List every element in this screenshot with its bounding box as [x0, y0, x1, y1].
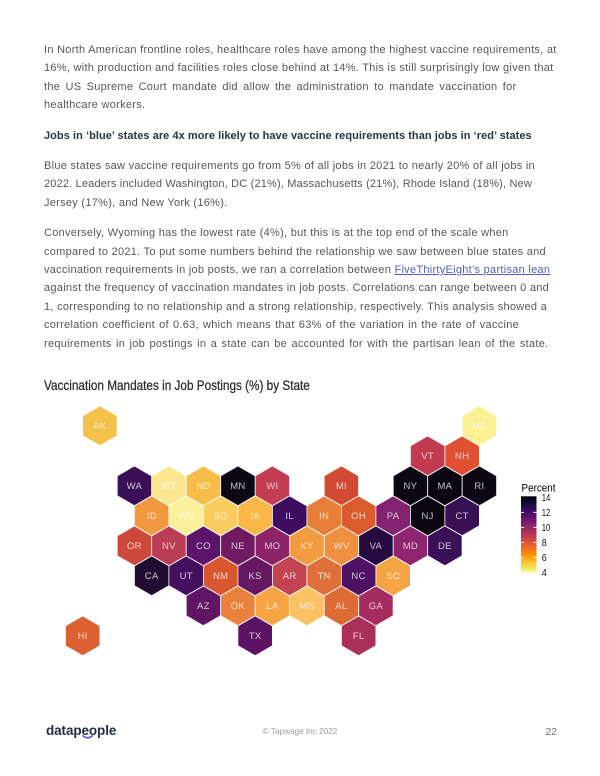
svg-text:WI: WI	[266, 481, 278, 492]
svg-text:ND: ND	[196, 481, 210, 492]
svg-text:MN: MN	[230, 481, 245, 492]
svg-text:AK: AK	[93, 421, 107, 432]
svg-text:TN: TN	[317, 571, 330, 582]
svg-text:WA: WA	[127, 481, 143, 492]
svg-text:IL: IL	[285, 511, 294, 522]
svg-text:OK: OK	[231, 601, 246, 612]
svg-text:SC: SC	[386, 571, 400, 582]
svg-text:AL: AL	[335, 601, 347, 612]
svg-text:ME: ME	[472, 421, 487, 432]
svg-text:NM: NM	[213, 571, 228, 582]
svg-text:IA: IA	[250, 511, 260, 522]
svg-text:OH: OH	[351, 511, 366, 522]
svg-text:4: 4	[542, 568, 548, 579]
svg-text:AR: AR	[283, 571, 297, 582]
svg-text:UT: UT	[180, 571, 193, 582]
svg-text:12: 12	[542, 508, 551, 519]
svg-text:NE: NE	[231, 541, 245, 552]
svg-text:CO: CO	[196, 541, 211, 552]
svg-text:RI: RI	[474, 481, 484, 492]
svg-text:PA: PA	[387, 511, 400, 522]
svg-text:FL: FL	[353, 631, 365, 642]
svg-text:LA: LA	[266, 601, 279, 612]
svg-text:MT: MT	[162, 481, 176, 492]
svg-text:MS: MS	[299, 601, 314, 612]
svg-text:WV: WV	[333, 541, 349, 552]
svg-text:6: 6	[542, 553, 547, 564]
svg-text:SD: SD	[214, 511, 228, 522]
svg-text:GA: GA	[369, 601, 384, 612]
svg-text:NC: NC	[351, 571, 365, 582]
svg-text:8: 8	[542, 538, 547, 549]
svg-text:AZ: AZ	[197, 601, 210, 612]
svg-text:MA: MA	[437, 481, 452, 492]
svg-text:MD: MD	[403, 541, 418, 552]
svg-text:WY: WY	[178, 511, 194, 522]
svg-text:KY: KY	[300, 541, 314, 552]
svg-text:KS: KS	[249, 571, 262, 582]
svg-text:Percent: Percent	[522, 482, 556, 494]
svg-text:NH: NH	[455, 451, 469, 462]
svg-text:HI: HI	[78, 631, 88, 642]
svg-text:NV: NV	[162, 541, 176, 552]
svg-text:MO: MO	[264, 541, 280, 552]
svg-text:10: 10	[542, 523, 551, 534]
svg-text:IN: IN	[319, 511, 329, 522]
svg-text:CT: CT	[455, 511, 468, 522]
svg-text:14: 14	[542, 493, 551, 504]
svg-text:ID: ID	[147, 511, 157, 522]
svg-text:VA: VA	[370, 541, 383, 552]
svg-text:MI: MI	[336, 481, 347, 492]
svg-text:CA: CA	[145, 571, 159, 582]
svg-text:DE: DE	[438, 541, 452, 552]
svg-text:TX: TX	[249, 631, 262, 642]
svg-text:OR: OR	[127, 541, 142, 552]
svg-text:NJ: NJ	[421, 511, 433, 522]
svg-text:VT: VT	[421, 451, 434, 462]
svg-text:NY: NY	[403, 481, 417, 492]
